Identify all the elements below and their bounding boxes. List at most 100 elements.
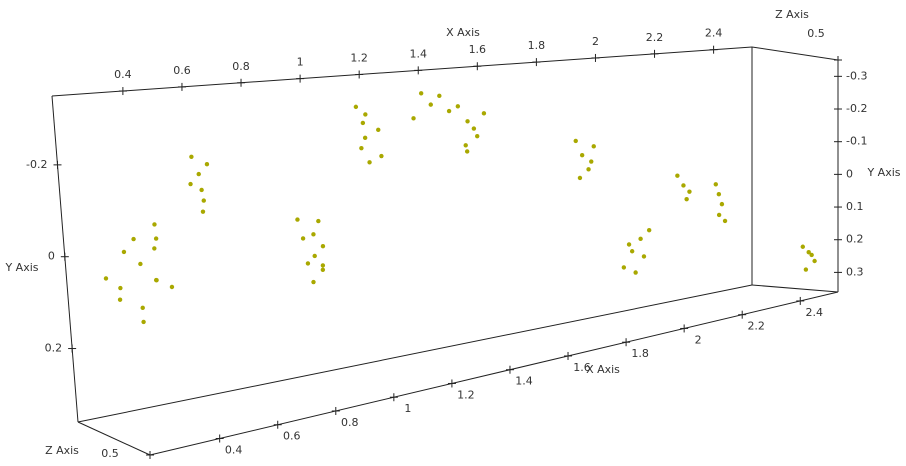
- point: [681, 183, 686, 188]
- y-tick-label: -0.2: [846, 102, 867, 115]
- point: [446, 108, 452, 114]
- point: [464, 149, 470, 154]
- point: [481, 111, 487, 116]
- point: [716, 212, 722, 218]
- point: [641, 254, 647, 259]
- point: [586, 167, 591, 172]
- point: [153, 236, 159, 241]
- x-tick-label: 2.2: [646, 31, 664, 44]
- point: [376, 127, 381, 133]
- y-tick-label: 0: [846, 167, 853, 180]
- point: [638, 236, 643, 242]
- x-tick-label: 1.2: [350, 51, 368, 64]
- x-tick-label: 1.4: [409, 47, 427, 60]
- point: [200, 209, 206, 214]
- z-axis-title: Z Axis: [775, 8, 809, 21]
- point: [363, 112, 368, 117]
- x-tick-label: 1.4: [515, 375, 533, 388]
- point: [589, 159, 594, 164]
- y-tick-label: 0.1: [846, 200, 864, 213]
- point: [379, 153, 384, 159]
- point: [362, 135, 368, 141]
- point: [311, 232, 316, 237]
- x-tick-label: 2: [695, 333, 702, 346]
- x-tick-label: 1: [404, 402, 411, 415]
- axis-line: [77, 421, 151, 456]
- point: [411, 116, 416, 121]
- x-tick-label: 1.6: [573, 361, 591, 374]
- point: [722, 218, 728, 224]
- axis-line: [751, 46, 839, 61]
- point: [367, 160, 372, 165]
- point: [295, 217, 300, 222]
- point: [300, 236, 306, 241]
- z-tick-label: 0.5: [101, 447, 119, 460]
- point: [465, 119, 470, 124]
- point: [189, 154, 194, 159]
- point: [312, 253, 317, 259]
- x-tick-label: 2.4: [705, 27, 723, 40]
- point: [579, 152, 585, 158]
- point: [320, 263, 326, 268]
- point: [121, 249, 127, 255]
- y-tick-label: 0.2: [45, 342, 63, 355]
- point: [475, 133, 480, 139]
- point: [806, 250, 811, 255]
- x-tick-label: 1: [297, 56, 304, 69]
- point: [152, 246, 157, 251]
- y-tick-label: -0.3: [846, 69, 867, 82]
- point: [812, 258, 817, 264]
- point: [629, 249, 635, 254]
- point: [633, 270, 638, 275]
- y-tick-label: 0.2: [846, 233, 864, 246]
- y-tick-label: 0.3: [846, 265, 864, 278]
- point: [455, 104, 461, 109]
- x-axis-title: X Axis: [586, 363, 620, 376]
- z-tick-label: 0.5: [807, 27, 825, 40]
- point: [809, 252, 814, 258]
- point: [141, 319, 146, 325]
- point: [353, 104, 359, 110]
- x-axis-title: X Axis: [446, 26, 480, 39]
- axis-line: [149, 291, 839, 456]
- x-tick-label: 0.4: [114, 68, 132, 81]
- point: [626, 242, 632, 247]
- axis-line: [77, 284, 753, 423]
- axis-line: [751, 284, 839, 293]
- point: [800, 244, 805, 249]
- point: [719, 201, 725, 207]
- x-tick-label: 1.2: [457, 388, 475, 401]
- point: [320, 267, 326, 272]
- x-tick-label: 2.2: [747, 320, 765, 333]
- point: [577, 175, 583, 181]
- axis-line: [51, 46, 753, 97]
- z-axis-title: Z Axis: [45, 444, 79, 457]
- point: [204, 162, 210, 167]
- x-tick-label: 2.4: [806, 306, 824, 319]
- point: [169, 284, 175, 290]
- point: [305, 261, 311, 266]
- point: [591, 144, 596, 149]
- y-tick-label: -0.2: [26, 158, 47, 171]
- point: [138, 261, 143, 267]
- point: [196, 171, 201, 177]
- point: [140, 305, 145, 311]
- point: [713, 182, 718, 187]
- point: [360, 120, 366, 126]
- point: [573, 138, 578, 144]
- point: [131, 236, 136, 242]
- point: [201, 198, 206, 203]
- x-tick-label: 1.8: [631, 347, 649, 360]
- point: [621, 265, 627, 270]
- point: [428, 102, 433, 107]
- y-tick-label: 0: [48, 250, 55, 263]
- point: [103, 276, 109, 281]
- x-tick-label: 0.6: [283, 430, 301, 443]
- point: [320, 243, 326, 249]
- point: [311, 279, 316, 285]
- y-axis-title: Y Axis: [866, 166, 900, 179]
- point: [152, 222, 157, 227]
- point: [437, 93, 442, 99]
- point: [463, 143, 468, 148]
